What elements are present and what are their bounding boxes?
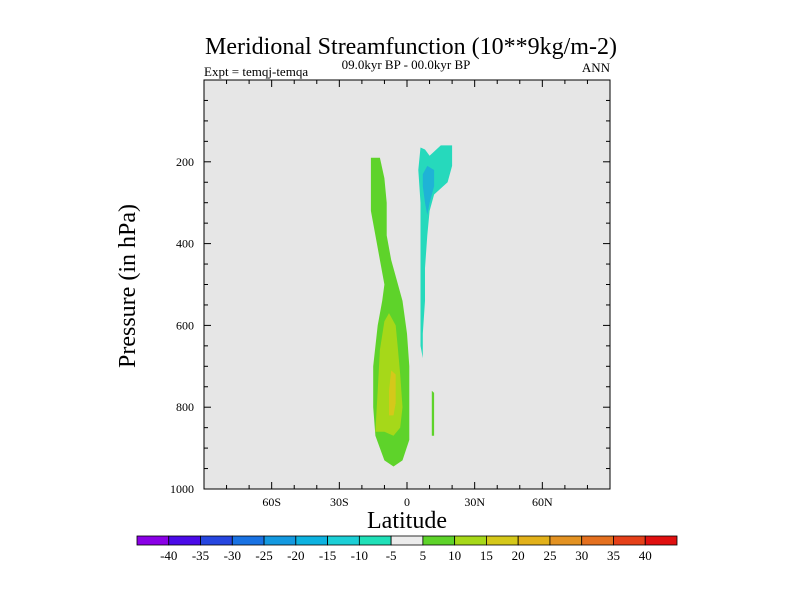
colorbar-label: -5	[386, 548, 397, 563]
colorbar-swatch	[168, 535, 201, 546]
chart-title: Meridional Streamfunction (10**9kg/m-2)	[205, 34, 617, 60]
colorbar-swatch	[200, 535, 233, 546]
x-tick-label: 60N	[532, 495, 553, 509]
colorbar-label: -10	[351, 548, 368, 563]
y-axis-label: Pressure (in hPa)	[115, 204, 141, 368]
chart-subtitle: 09.0kyr BP - 00.0kyr BP	[342, 57, 471, 72]
y-tick-label: 200	[176, 155, 194, 169]
contour-positive-cell-core	[389, 370, 396, 416]
colorbar-label: -15	[319, 548, 336, 563]
x-tick-label: 30N	[464, 495, 485, 509]
colorbar-label: -30	[224, 548, 241, 563]
experiment-label: Expt = temqj-temqa	[204, 64, 308, 79]
colorbar-label: 30	[575, 548, 588, 563]
colorbar-swatch	[422, 535, 456, 546]
colorbar-swatch	[358, 535, 392, 546]
x-tick-label: 0	[404, 495, 410, 509]
colorbar-swatch	[390, 535, 424, 546]
y-tick-label: 1000	[170, 482, 194, 496]
season-label: ANN	[582, 60, 611, 75]
colorbar-swatch	[613, 535, 646, 546]
contour-regions	[370, 145, 453, 467]
contour-positive-cell-outer-sliver	[431, 390, 435, 436]
colorbar-label: 5	[420, 548, 427, 563]
colorbar-label: 10	[448, 548, 461, 563]
colorbar-label: 25	[543, 548, 556, 563]
y-tick-label: 600	[176, 318, 194, 332]
x-tick-label: 30S	[330, 495, 349, 509]
contour-negative-cell-inner	[422, 165, 435, 215]
colorbar-swatch	[549, 535, 583, 546]
colorbar: -40 -35 -30 -25 -20 -15 -10 -5 5 10 15 20 25 30 35 40	[136, 535, 678, 563]
colorbar-label: 20	[512, 548, 525, 563]
colorbar-label: -20	[287, 548, 304, 563]
colorbar-swatch	[136, 535, 170, 546]
colorbar-swatch	[486, 535, 519, 546]
colorbar-swatch	[263, 535, 297, 546]
colorbar-swatch	[644, 535, 678, 546]
colorbar-swatch	[581, 535, 614, 546]
axis-ticks: 60S 30S 0 30N 60N 200 400 600 800 1000	[170, 80, 610, 509]
colorbar-swatch	[295, 535, 328, 546]
colorbar-label: 40	[639, 548, 652, 563]
colorbar-label: -25	[255, 548, 272, 563]
colorbar-label: -40	[160, 548, 177, 563]
y-tick-label: 400	[176, 237, 194, 251]
colorbar-label: 35	[607, 548, 620, 563]
colorbar-swatch	[454, 535, 487, 546]
y-tick-label: 800	[176, 400, 194, 414]
colorbar-label: 15	[480, 548, 493, 563]
contour-positive-cell-mid	[375, 313, 403, 436]
colorbar-label: -35	[192, 548, 209, 563]
colorbar-swatch	[327, 535, 360, 546]
colorbar-swatch	[517, 535, 551, 546]
colorbar-swatch	[231, 535, 265, 546]
x-tick-label: 60S	[262, 495, 281, 509]
x-axis-label: Latitude	[367, 508, 447, 534]
